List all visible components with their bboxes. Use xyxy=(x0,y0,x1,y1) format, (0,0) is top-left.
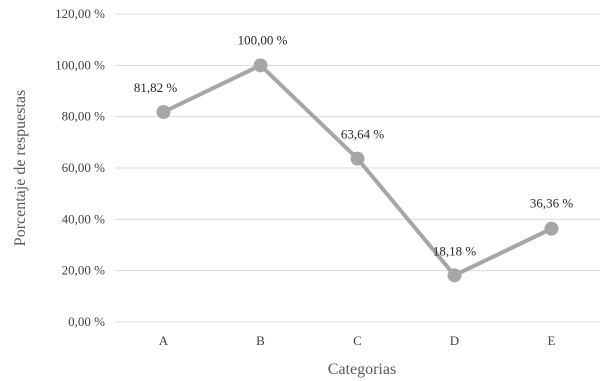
x-tick-label: D xyxy=(450,333,459,348)
y-tick-label: 120,00 % xyxy=(55,6,105,21)
x-tick-label: A xyxy=(159,333,169,348)
data-labels: 81,82 % 100,00 % 63,64 % 18,18 % 36,36 % xyxy=(134,32,574,258)
x-tick-label: B xyxy=(256,333,265,348)
data-label: 100,00 % xyxy=(238,32,288,47)
data-point-marker xyxy=(448,268,462,282)
data-label: 81,82 % xyxy=(134,80,178,95)
series-line xyxy=(164,65,552,275)
y-tick-label: 40,00 % xyxy=(62,211,106,226)
x-axis-title: Categorias xyxy=(328,361,396,378)
y-axis-tick-labels: 0,00 % 20,00 % 40,00 % 60,00 % 80,00 % 100,00… xyxy=(55,6,105,329)
data-label: 63,64 % xyxy=(341,127,385,142)
data-markers xyxy=(157,58,559,282)
data-label: 18,18 % xyxy=(433,243,477,258)
data-point-marker xyxy=(351,152,365,166)
y-tick-label: 80,00 % xyxy=(62,109,106,124)
y-tick-label: 20,00 % xyxy=(62,263,106,278)
y-axis-title: Porcentaje de respuestas xyxy=(12,90,29,246)
x-tick-label: E xyxy=(548,333,556,348)
x-tick-label: C xyxy=(353,333,362,348)
gridlines xyxy=(115,14,600,322)
data-point-marker xyxy=(157,105,171,119)
y-tick-label: 100,00 % xyxy=(55,57,105,72)
x-axis-tick-labels: A B C D E xyxy=(159,333,556,348)
data-point-marker xyxy=(254,58,268,72)
data-label: 36,36 % xyxy=(530,196,574,211)
data-point-marker xyxy=(545,222,559,236)
y-tick-label: 60,00 % xyxy=(62,160,106,175)
y-tick-label: 0,00 % xyxy=(68,314,105,329)
